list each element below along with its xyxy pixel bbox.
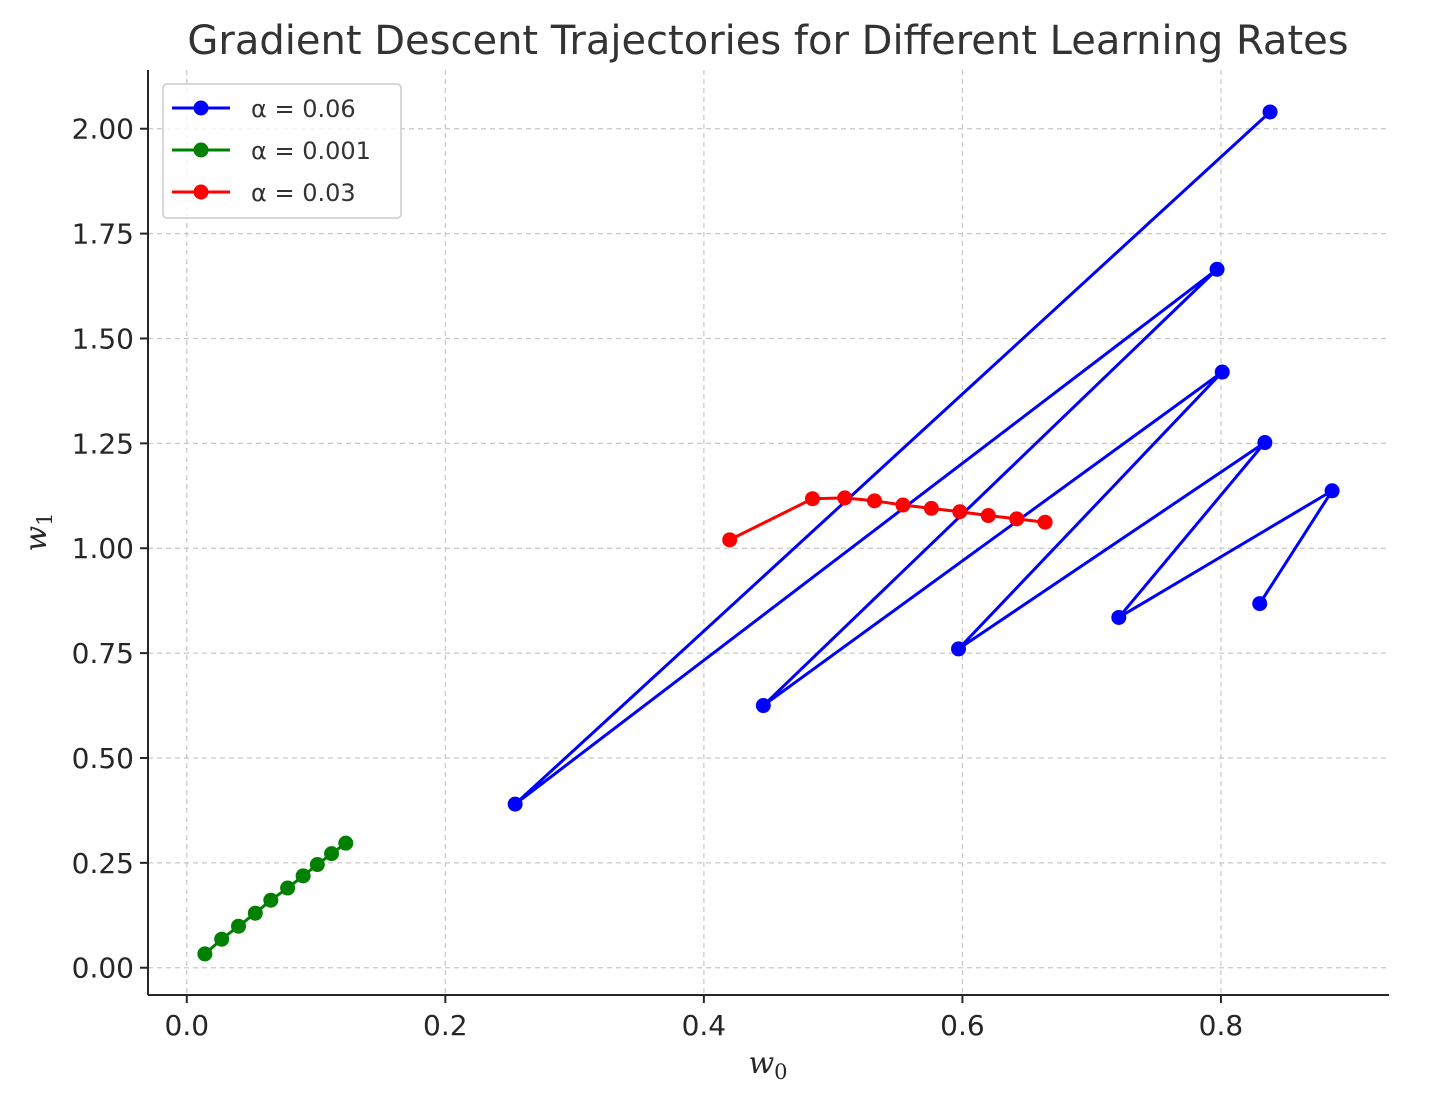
y-axis-label-main: w [19, 526, 54, 552]
series-1 [507, 104, 1340, 812]
data-point [1037, 514, 1053, 530]
data-point [980, 508, 996, 524]
data-point [951, 641, 967, 657]
data-point [1214, 364, 1230, 380]
y-tick-label: 0.75 [72, 637, 134, 670]
data-point [1324, 483, 1340, 499]
legend-marker [193, 142, 209, 158]
data-point [804, 491, 820, 507]
data-point [952, 504, 968, 520]
y-tick-label: 1.00 [72, 532, 134, 565]
data-point [280, 880, 296, 896]
series-line [203, 841, 347, 956]
data-point [230, 918, 246, 934]
data-point [923, 500, 939, 516]
grid [148, 70, 1389, 995]
data-point [197, 946, 213, 962]
series-line [513, 110, 1334, 806]
data-point [1257, 435, 1273, 451]
x-tick-label: 0.8 [1199, 1009, 1244, 1042]
data-point [1252, 596, 1268, 612]
data-point [247, 905, 263, 921]
axes [147, 70, 1389, 996]
y-axis-label-subscript: 1 [33, 512, 57, 525]
y-tick-label: 1.75 [72, 218, 134, 251]
y-tick-label: 1.50 [72, 322, 134, 355]
legend-marker [193, 184, 209, 200]
data-point [295, 868, 311, 884]
legend: α = 0.06 α = 0.001 α = 0.03 [162, 83, 402, 219]
y-tick-label: 0.50 [72, 742, 134, 775]
series-line [729, 496, 1046, 542]
x-tick-label: 0.4 [682, 1009, 727, 1042]
data-point [338, 835, 354, 851]
chart-title: Gradient Descent Trajectories for Differ… [187, 18, 1348, 64]
x-tick-label: 0.2 [423, 1009, 468, 1042]
data-point [1111, 609, 1127, 625]
x-axis-label: w0 [748, 1046, 787, 1084]
legend-entry-label: α = 0.001 [251, 137, 371, 165]
data-point [507, 796, 523, 812]
series-2 [197, 835, 354, 962]
data-point [755, 698, 771, 714]
data-point [867, 493, 883, 509]
data-point [895, 497, 911, 513]
data-point [263, 892, 279, 908]
data-point [309, 857, 325, 873]
y-tick-label: 2.00 [72, 113, 134, 146]
y-tick-label: 1.25 [72, 427, 134, 460]
legend-entry-label: α = 0.03 [251, 179, 356, 207]
x-axis-label-subscript: 0 [774, 1060, 787, 1084]
ticks: 0.0 0.2 0.4 0.6 0.8 0.00 0.25 0.50 0.75 1.00 1.25 1… [72, 113, 1244, 1042]
data-point [1262, 104, 1278, 120]
x-axis-label-main: w [748, 1046, 774, 1081]
data-point [722, 532, 738, 548]
y-tick-label: 0.25 [72, 847, 134, 880]
y-tick-label: 0.00 [72, 952, 134, 985]
x-tick-label: 0.0 [165, 1009, 210, 1042]
data-point [1009, 511, 1025, 527]
legend-box [162, 83, 402, 219]
legend-entry-label: α = 0.06 [251, 95, 356, 123]
data-point [214, 931, 230, 947]
data-point [837, 490, 853, 506]
y-axis-label: w1 [19, 512, 57, 551]
data-point [1209, 261, 1225, 277]
x-tick-label: 0.6 [940, 1009, 985, 1042]
data-point [324, 846, 340, 862]
plot-series [197, 104, 1340, 962]
legend-marker [193, 100, 209, 116]
series-3 [722, 490, 1053, 548]
